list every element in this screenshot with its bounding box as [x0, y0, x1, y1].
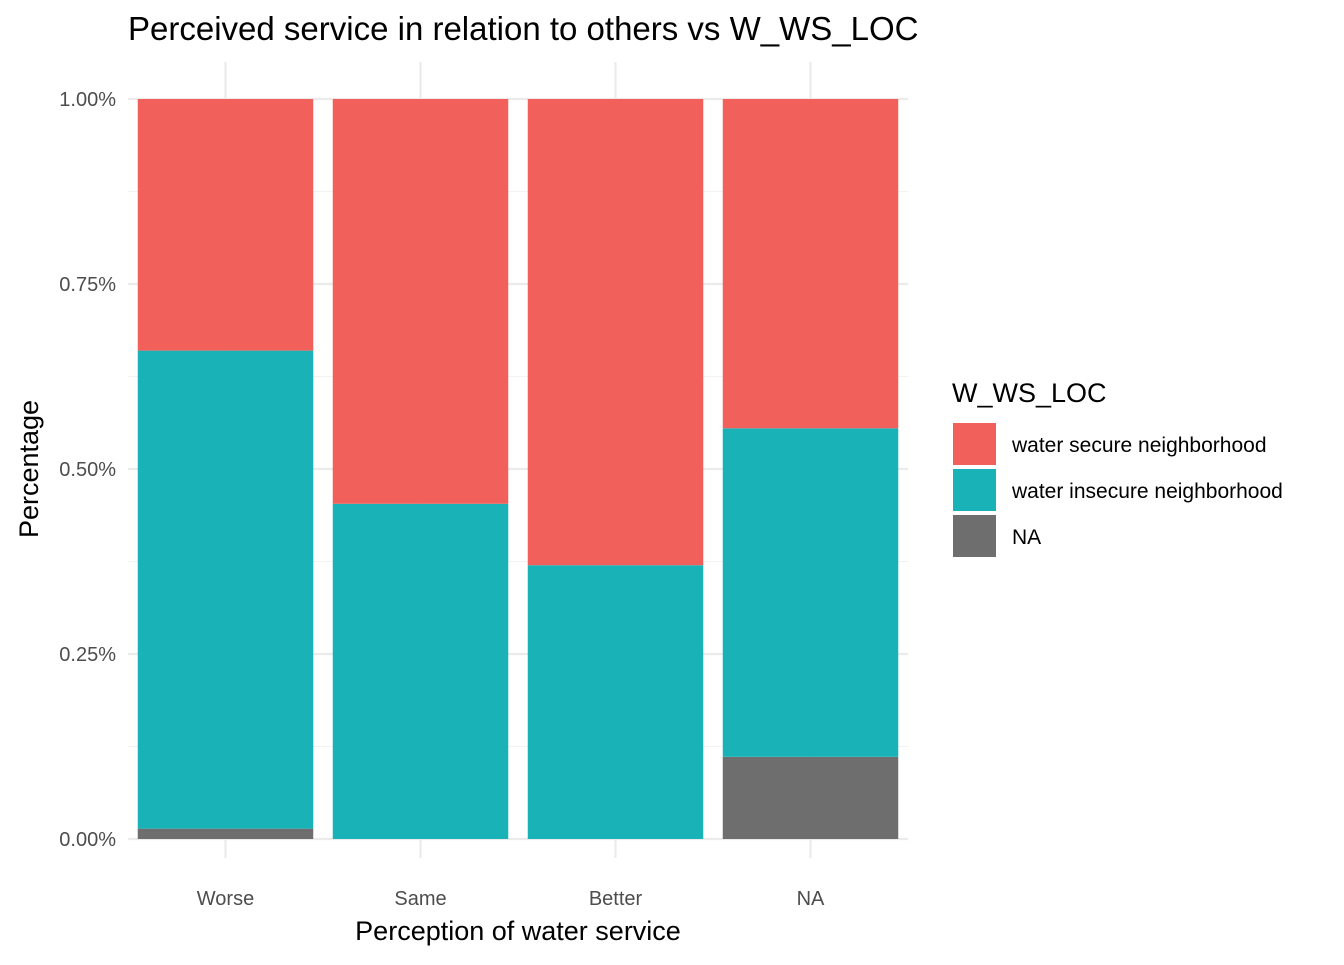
legend-label: NA	[1012, 526, 1041, 549]
legend-items: water secure neighborhood water insecure …	[953, 423, 1283, 557]
bar-segment-na-worse	[137, 828, 314, 839]
y-axis-title: Percentage	[14, 400, 44, 538]
bar-segment-water-secure-neighborhood-better	[527, 99, 704, 566]
bar-segment-water-insecure-neighborhood-better	[527, 565, 704, 839]
legend-label: water insecure neighborhood	[1011, 480, 1283, 503]
y-tick-label: 0.75%	[59, 274, 116, 296]
y-tick-label: 1.00%	[59, 89, 116, 111]
y-tick-label: 0.00%	[59, 829, 116, 851]
x-axis-title: Perception of water service	[355, 916, 681, 946]
bar-segment-water-secure-neighborhood-na	[722, 99, 899, 429]
x-tick-label: Worse	[197, 888, 254, 910]
chart-title: Perceived service in relation to others …	[128, 10, 918, 47]
x-ticks-layer: Worse Same Better NA	[197, 888, 825, 910]
bars-layer	[137, 99, 899, 839]
legend-swatch	[953, 423, 996, 465]
bar-segment-water-insecure-neighborhood-same	[332, 503, 509, 839]
bar-segment-water-secure-neighborhood-same	[332, 99, 509, 504]
legend-item: water insecure neighborhood	[953, 469, 1283, 511]
x-tick-label: Same	[394, 888, 446, 910]
x-tick-label: NA	[797, 888, 825, 910]
legend-swatch	[953, 515, 996, 557]
x-tick-label: Better	[589, 888, 643, 910]
legend-item: NA	[953, 515, 1041, 557]
legend-item: water secure neighborhood	[953, 423, 1267, 465]
legend-label: water secure neighborhood	[1011, 434, 1267, 457]
bar-segment-water-insecure-neighborhood-na	[722, 428, 899, 757]
legend-swatch	[953, 469, 996, 511]
legend-title: W_WS_LOC	[952, 378, 1107, 408]
y-tick-label: 0.25%	[59, 644, 116, 666]
bar-segment-water-secure-neighborhood-worse	[137, 99, 314, 351]
y-tick-label: 0.50%	[59, 459, 116, 481]
bar-segment-na-na	[722, 756, 899, 839]
legend: W_WS_LOC water secure neighborhoodwater …	[952, 378, 1283, 557]
y-ticks-layer: 0.00% 0.25% 0.50% 0.75% 1.00%	[59, 89, 116, 851]
bar-segment-water-insecure-neighborhood-worse	[137, 350, 314, 829]
